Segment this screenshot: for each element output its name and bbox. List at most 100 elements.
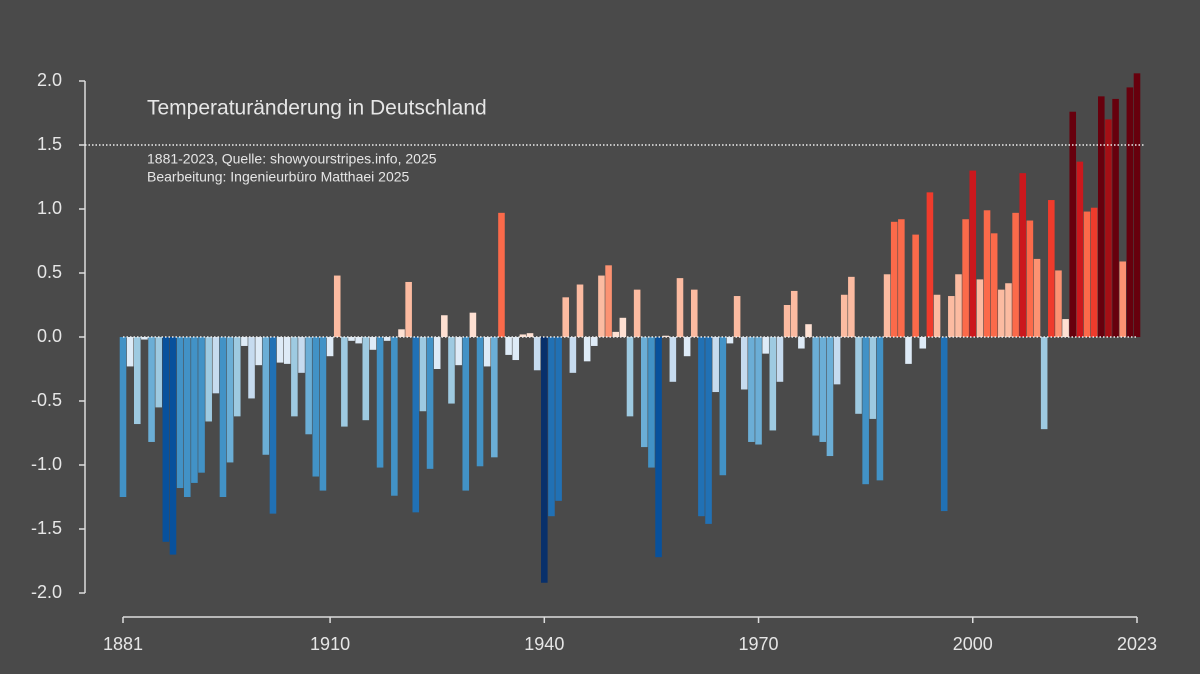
bar xyxy=(676,278,684,337)
bar xyxy=(1133,73,1141,337)
bar xyxy=(912,234,919,337)
bar xyxy=(948,296,955,337)
chart-title: Temperaturänderung in Deutschland xyxy=(147,97,487,120)
bar xyxy=(855,337,862,414)
bar xyxy=(276,337,284,363)
bar xyxy=(326,337,334,357)
y-tick-label: -0.5 xyxy=(31,390,62,410)
bar xyxy=(426,337,434,469)
bar xyxy=(1105,119,1112,338)
bar xyxy=(219,337,227,497)
bar xyxy=(783,305,791,337)
bar xyxy=(383,337,391,341)
bar xyxy=(283,337,291,364)
subtitle: 1881-2023, Quelle: showyourstripes.info,… xyxy=(147,151,437,167)
y-tick-label: 1.5 xyxy=(37,134,62,154)
bar xyxy=(198,337,205,473)
bar xyxy=(1005,283,1012,337)
bar xyxy=(1069,111,1077,337)
bar xyxy=(1126,87,1134,338)
bar xyxy=(1098,96,1105,337)
bar xyxy=(333,275,341,337)
bar xyxy=(291,337,298,417)
bar xyxy=(376,337,384,468)
bar xyxy=(940,337,948,512)
bar xyxy=(541,337,548,583)
x-tick-label: 2023 xyxy=(1117,634,1157,654)
bar xyxy=(633,289,641,337)
bar xyxy=(1083,211,1091,337)
x-tick-label: 1970 xyxy=(739,634,779,654)
bar xyxy=(1040,337,1048,430)
bar xyxy=(776,337,784,382)
bar xyxy=(305,337,312,435)
bar xyxy=(983,210,991,337)
bar xyxy=(655,337,662,558)
bar xyxy=(805,324,812,337)
bar xyxy=(1112,98,1119,337)
bar xyxy=(469,312,477,337)
y-tick-label: 0.5 xyxy=(37,262,62,282)
x-tick-label: 1910 xyxy=(310,634,350,654)
bar xyxy=(362,337,370,421)
bar xyxy=(748,337,755,442)
bar xyxy=(355,337,362,344)
bar xyxy=(1033,258,1041,337)
bar xyxy=(476,337,484,467)
bar xyxy=(455,337,462,366)
bar xyxy=(926,192,934,337)
bar xyxy=(905,337,912,364)
y-tick-label: 2.0 xyxy=(37,70,62,90)
bar xyxy=(548,337,555,517)
bar xyxy=(348,337,355,341)
bar xyxy=(626,337,634,417)
x-tick-label: 2000 xyxy=(953,634,993,654)
bar xyxy=(441,315,448,337)
bar xyxy=(669,337,677,382)
bar xyxy=(419,337,427,412)
bar xyxy=(876,337,884,481)
bar xyxy=(526,333,534,337)
bar xyxy=(212,337,220,394)
bar xyxy=(412,337,420,513)
y-tick-label: 0.0 xyxy=(37,326,62,346)
bar xyxy=(119,337,127,497)
bar xyxy=(812,337,819,436)
bar xyxy=(698,337,705,517)
bar xyxy=(890,221,898,337)
bar xyxy=(169,337,177,555)
y-tick-label: 1.0 xyxy=(37,198,62,218)
bar xyxy=(533,337,541,371)
bar xyxy=(205,337,212,422)
bar xyxy=(512,337,520,361)
bar xyxy=(191,337,198,483)
bar xyxy=(498,212,505,337)
bar xyxy=(619,317,627,337)
bar xyxy=(612,331,620,337)
bar xyxy=(255,337,262,366)
bar xyxy=(1119,261,1127,337)
bar xyxy=(840,294,848,337)
bar xyxy=(962,219,969,337)
bar xyxy=(248,337,255,399)
bar xyxy=(391,337,398,496)
bar xyxy=(826,337,834,457)
bar xyxy=(683,337,691,357)
bar xyxy=(262,337,270,455)
bar xyxy=(241,337,248,346)
bar xyxy=(883,274,891,337)
bar xyxy=(790,290,798,337)
bar xyxy=(898,219,905,337)
bar xyxy=(269,337,277,514)
bar xyxy=(555,337,562,501)
bar xyxy=(798,337,805,349)
bar xyxy=(733,296,741,337)
bar xyxy=(126,337,134,367)
bar xyxy=(569,337,577,373)
bar xyxy=(605,265,612,337)
bar xyxy=(848,276,855,337)
bar xyxy=(712,337,719,393)
bar xyxy=(598,275,605,337)
bar xyxy=(519,334,527,337)
bar xyxy=(819,337,827,442)
